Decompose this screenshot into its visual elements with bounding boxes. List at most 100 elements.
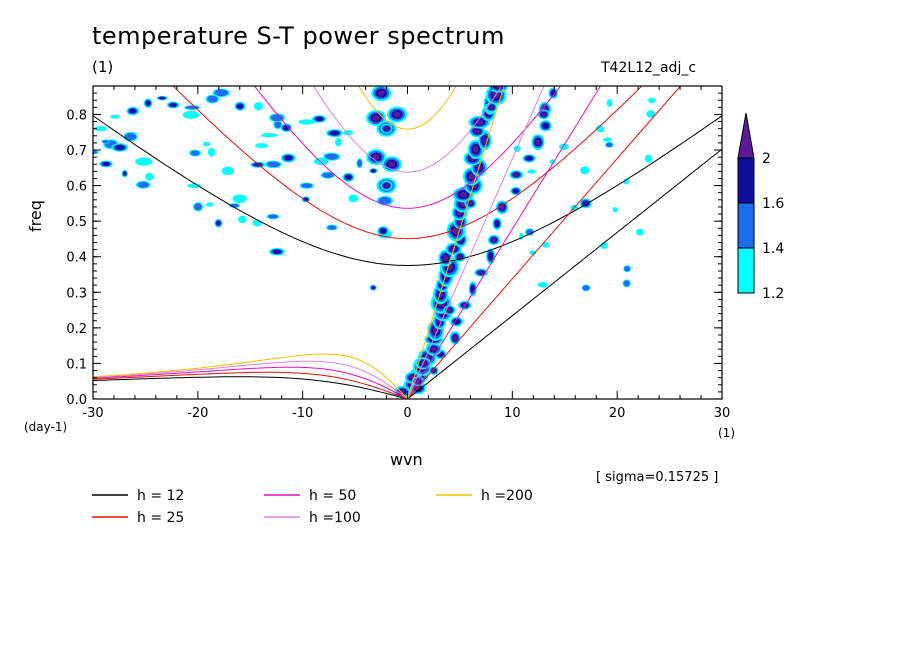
colorbar-segment bbox=[737, 247, 755, 294]
colorbar-segment bbox=[737, 202, 755, 249]
contour-cell bbox=[238, 215, 247, 224]
rossby-curve bbox=[93, 376, 408, 399]
kelvin-curve bbox=[407, 86, 682, 399]
contour-cell bbox=[357, 159, 362, 168]
contour-cell bbox=[254, 143, 268, 149]
axis-ticks: -30 -20 -10 0 10 20 30 0.0 0.1 0.2 0.3 0.4 0.5 0.6 0.7… bbox=[66, 86, 730, 421]
contour-cell bbox=[624, 265, 631, 272]
contour-cell bbox=[182, 110, 200, 119]
legend-label: h = 50 bbox=[309, 488, 356, 504]
contour-cell bbox=[124, 132, 137, 141]
kelvin-curve bbox=[407, 148, 722, 399]
contour-cell bbox=[216, 220, 221, 226]
contour-cell bbox=[648, 97, 656, 104]
contour-cell bbox=[335, 137, 342, 147]
contour-cell bbox=[102, 162, 110, 166]
contour-cell bbox=[606, 99, 613, 108]
contour-cell bbox=[474, 129, 480, 134]
contour-cell bbox=[603, 137, 613, 142]
contour-cell bbox=[470, 284, 475, 294]
run-label: T42L12_adj_c bbox=[601, 60, 697, 76]
contour-cell bbox=[623, 280, 630, 287]
contour-cell bbox=[232, 194, 247, 203]
kelvin-curve bbox=[407, 86, 545, 399]
contour-cell bbox=[214, 89, 229, 97]
contour-cell bbox=[527, 169, 536, 174]
kelvin-curve bbox=[407, 86, 505, 399]
contour-cell bbox=[205, 202, 214, 207]
contour-cell bbox=[145, 172, 154, 181]
legend-label: h = 12 bbox=[137, 488, 184, 504]
y-tick-label: 0.8 bbox=[66, 108, 87, 123]
contour-cell bbox=[468, 201, 473, 206]
contour-cell bbox=[582, 285, 590, 291]
contour-cell bbox=[596, 125, 605, 133]
contour-cell bbox=[190, 150, 200, 156]
contour-cell bbox=[207, 147, 216, 157]
contour-cell bbox=[327, 225, 337, 230]
y-axis-unit: (day-1) bbox=[24, 420, 68, 434]
contour-cell bbox=[129, 108, 137, 114]
contour-cell bbox=[644, 154, 653, 163]
contour-cell bbox=[93, 150, 98, 154]
y-tick-label: 0.4 bbox=[66, 251, 87, 266]
contour-cell bbox=[541, 112, 546, 117]
contour-cell bbox=[378, 196, 392, 205]
contour-cell bbox=[329, 130, 340, 136]
contour-cell bbox=[301, 183, 313, 189]
contour-cell bbox=[482, 136, 488, 144]
contour-cell bbox=[159, 96, 166, 100]
contour-cell bbox=[542, 242, 549, 248]
contour-cell bbox=[384, 126, 389, 131]
inertia-gravity-curve bbox=[312, 86, 503, 173]
contour-cell bbox=[550, 89, 556, 97]
contour-cell bbox=[379, 228, 387, 234]
inertia-gravity-curve bbox=[93, 115, 722, 267]
colorbar-label: 1.6 bbox=[762, 196, 784, 212]
contour-cell bbox=[345, 174, 352, 180]
contour-cell bbox=[443, 255, 449, 261]
contour-cell bbox=[646, 110, 656, 118]
contour-cell bbox=[513, 173, 519, 177]
y-tick-label: 0.5 bbox=[66, 215, 87, 230]
contour-cell bbox=[489, 105, 494, 110]
y-tick-label: 0.6 bbox=[66, 180, 87, 195]
chart-title: temperature S-T power spectrum bbox=[92, 22, 505, 50]
x-tick-label: 0 bbox=[403, 406, 411, 421]
contour-cell bbox=[253, 102, 263, 111]
contour-cell bbox=[384, 183, 389, 188]
x-tick-label: -10 bbox=[292, 406, 313, 421]
contour-cell bbox=[123, 171, 127, 176]
y-tick-label: 0.3 bbox=[66, 286, 87, 301]
x-tick-label: 10 bbox=[504, 406, 521, 421]
inertia-gravity-curve bbox=[253, 86, 562, 209]
contour-cell bbox=[478, 271, 484, 275]
contour-cell bbox=[324, 153, 339, 160]
contour-cell bbox=[272, 249, 282, 254]
contour-cell bbox=[185, 105, 199, 110]
contour-cell bbox=[612, 207, 619, 213]
contour-cell bbox=[491, 238, 496, 242]
rossby-curve bbox=[93, 353, 408, 399]
plot-frame bbox=[92, 85, 723, 400]
contour-cell bbox=[236, 103, 244, 109]
legend-label: h = 25 bbox=[137, 510, 184, 526]
contour-cell bbox=[348, 194, 359, 203]
contour-cell bbox=[535, 139, 541, 145]
contour-cell bbox=[267, 214, 279, 219]
contour-cell bbox=[252, 219, 263, 227]
contour-cell bbox=[206, 95, 218, 103]
sigma-note: [ sigma=0.15725 ] bbox=[596, 470, 719, 485]
contour-cell bbox=[102, 139, 109, 144]
y-tick-label: 0.1 bbox=[66, 357, 87, 372]
contour-cell bbox=[537, 281, 548, 288]
contour-cell bbox=[580, 166, 590, 175]
inertia-gravity-curve bbox=[358, 86, 457, 130]
contour-cell bbox=[430, 347, 437, 352]
contour-cell bbox=[137, 181, 149, 188]
x-tick-label: 20 bbox=[609, 406, 626, 421]
contour-cell bbox=[221, 166, 235, 176]
contour-cell bbox=[525, 156, 533, 161]
inertia-gravity-curve bbox=[172, 86, 643, 240]
